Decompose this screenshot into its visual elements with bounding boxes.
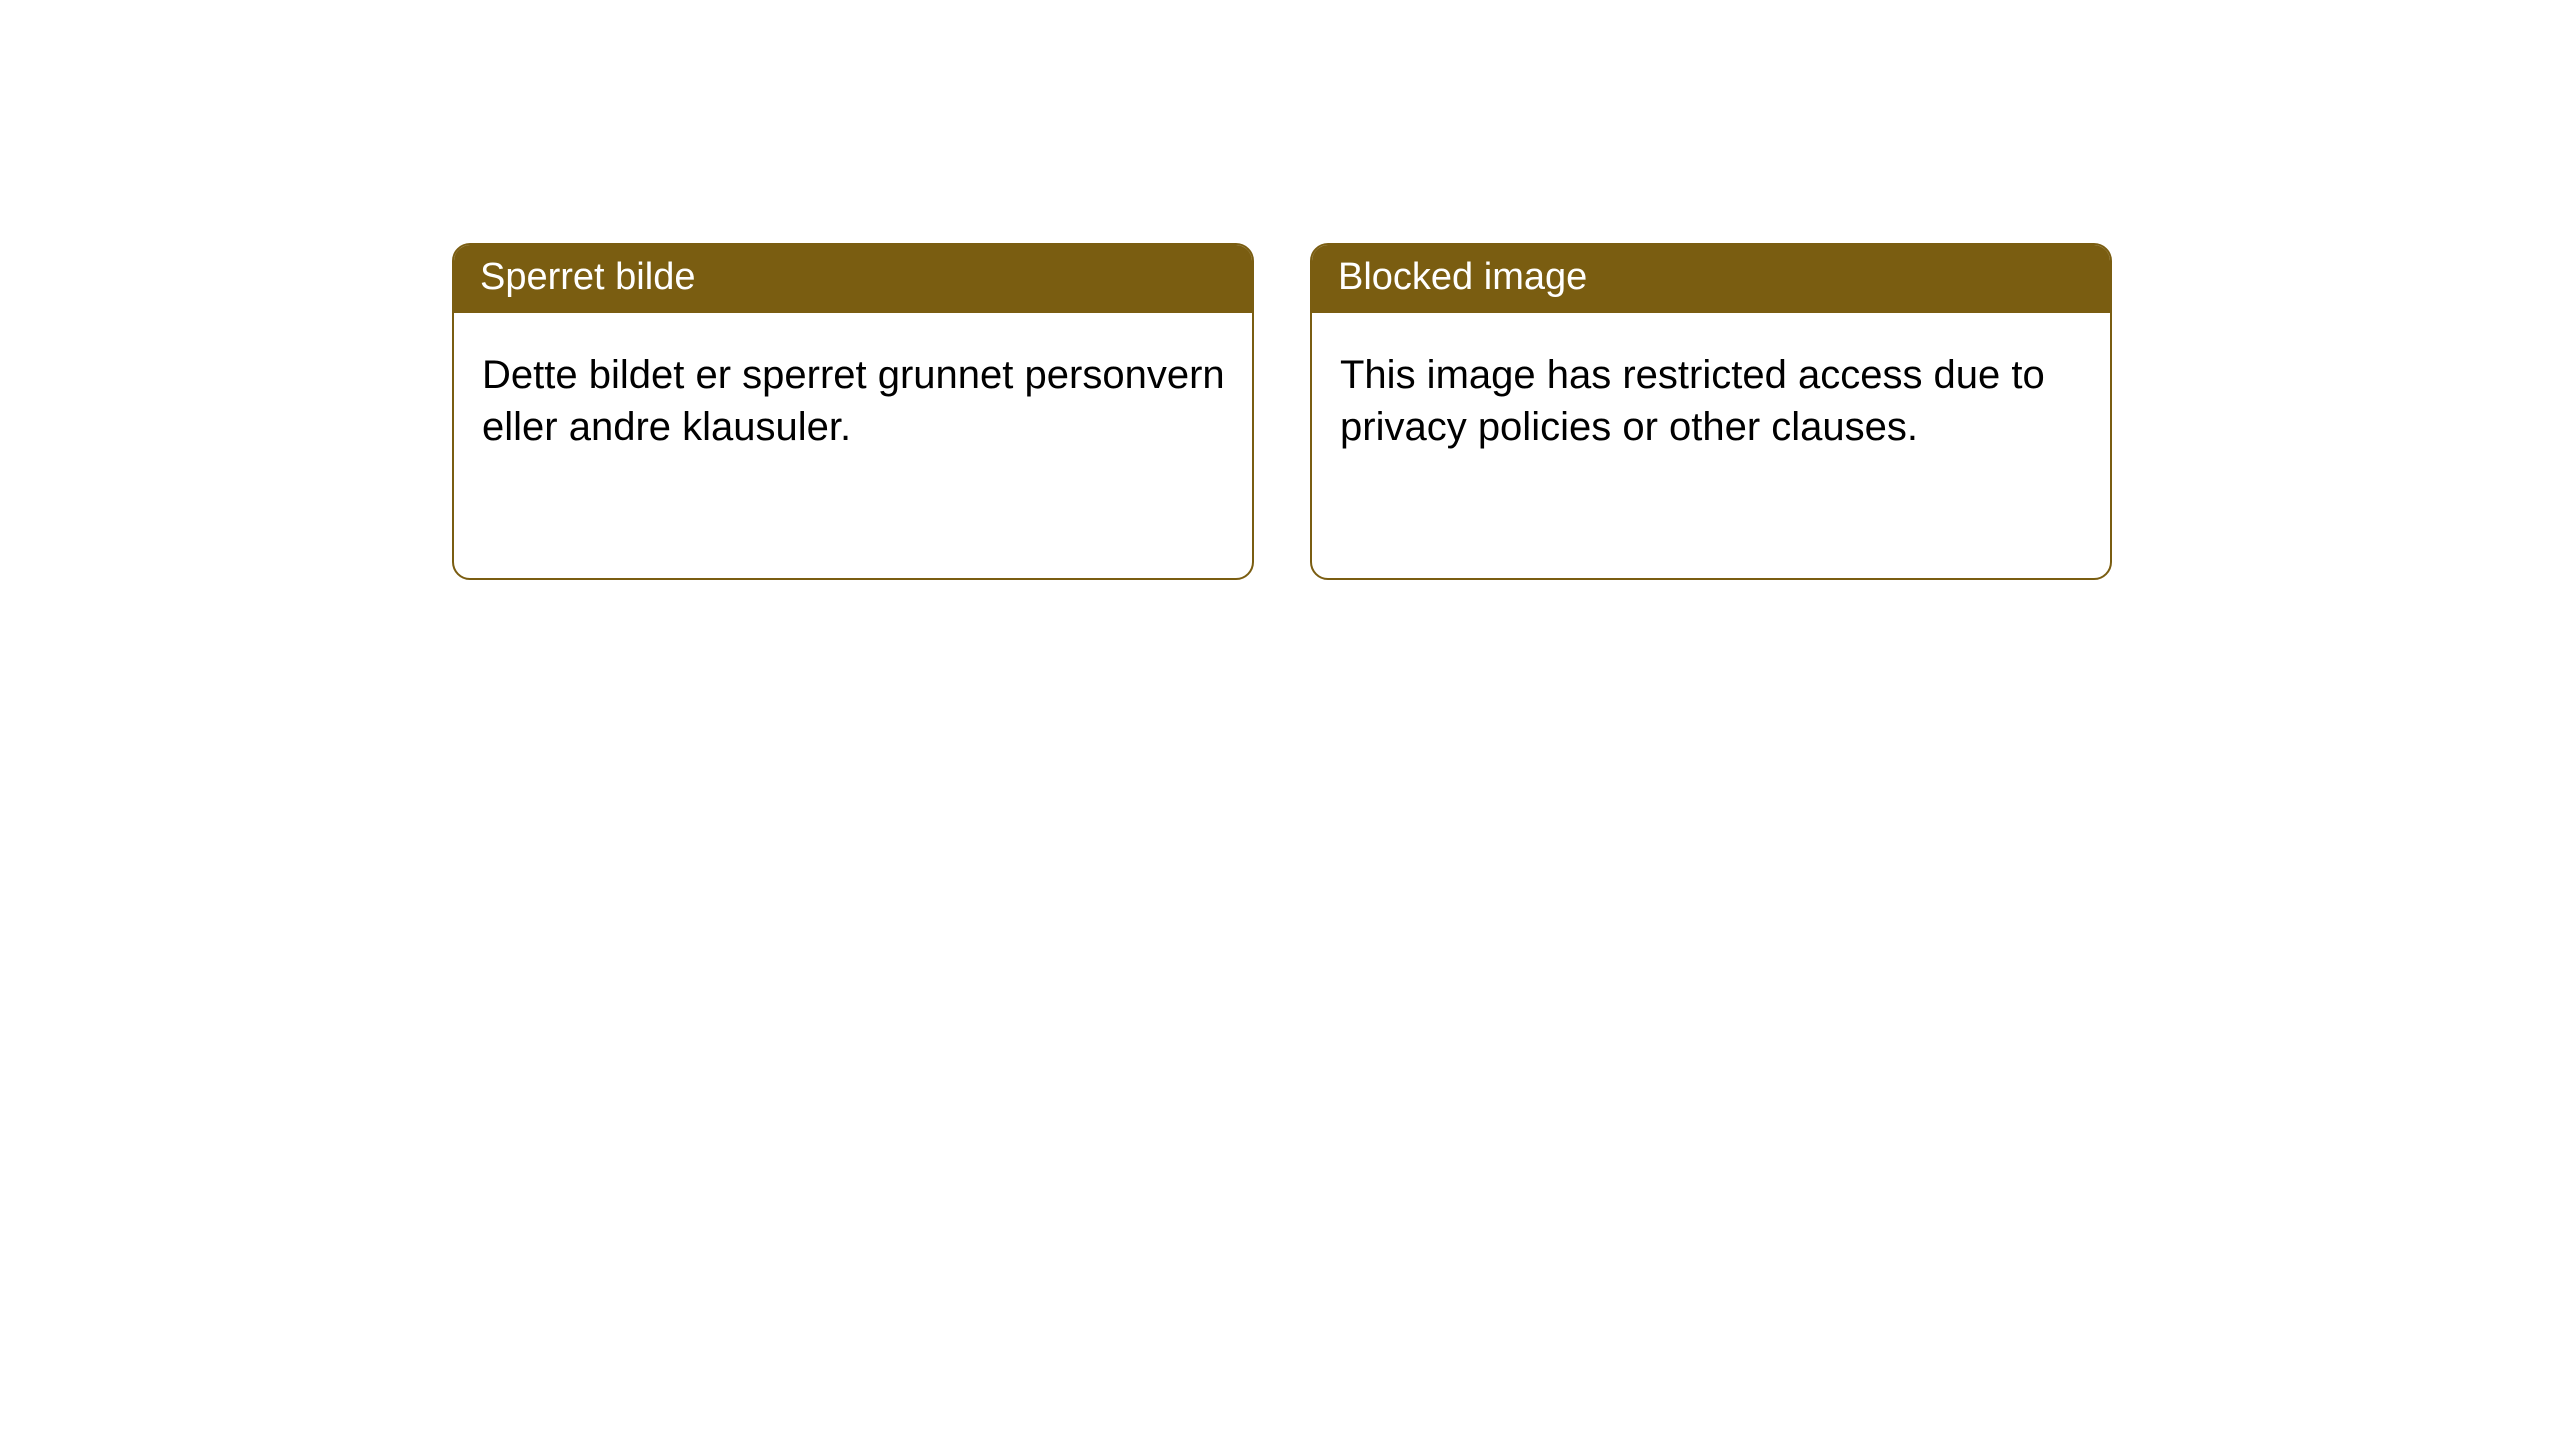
card-header: Sperret bilde — [454, 245, 1252, 313]
card-message: This image has restricted access due to … — [1340, 353, 2045, 450]
card-title: Sperret bilde — [480, 256, 695, 298]
card-body: This image has restricted access due to … — [1312, 313, 2110, 481]
card-title: Blocked image — [1338, 256, 1587, 298]
card-message: Dette bildet er sperret grunnet personve… — [482, 353, 1225, 450]
card-header: Blocked image — [1312, 245, 2110, 313]
card-body: Dette bildet er sperret grunnet personve… — [454, 313, 1252, 481]
blocked-image-card-english: Blocked image This image has restricted … — [1310, 243, 2112, 580]
blocked-image-card-norwegian: Sperret bilde Dette bildet er sperret gr… — [452, 243, 1254, 580]
cards-container: Sperret bilde Dette bildet er sperret gr… — [0, 0, 2560, 580]
